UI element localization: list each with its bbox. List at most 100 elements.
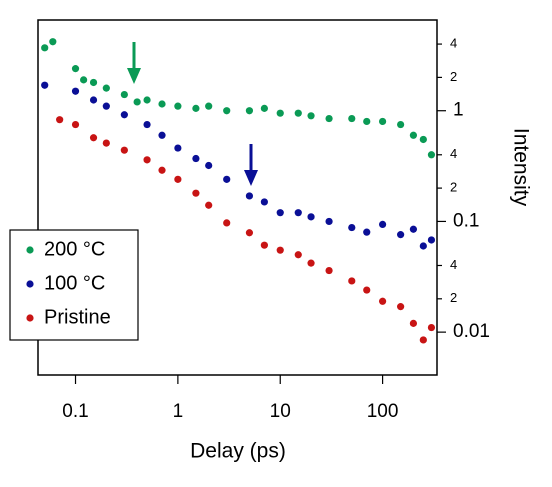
data-point [363,286,371,294]
data-point [260,241,268,249]
legend-marker [26,314,34,322]
data-point [174,102,182,110]
legend-label: Pristine [44,306,111,328]
y-tick-label: 1 [453,100,464,121]
data-point [205,161,213,170]
legend-label: 100 °C [44,272,105,294]
data-point [174,144,182,152]
data-point [427,323,436,332]
data-point [397,303,405,311]
data-point [174,175,182,183]
x-tick-label: 100 [367,401,399,422]
data-point [56,116,64,124]
data-point [419,135,427,144]
data-point [419,336,427,344]
data-point [325,266,333,275]
data-point [427,151,436,159]
data-point [80,76,88,84]
data-point [158,166,166,174]
data-point [363,228,371,236]
data-point [378,117,387,126]
data-point [325,217,333,226]
data-point [120,146,128,154]
data-point [71,87,80,95]
data-point [120,111,128,119]
data-point [409,131,418,139]
data-point [89,96,98,104]
x-tick-label: 1 [173,401,184,422]
data-point [378,297,387,305]
data-point [245,229,254,237]
data-point [307,259,315,267]
data-point [409,225,418,233]
data-point [102,84,110,92]
y-tick-label: 2 [450,69,457,84]
data-point [71,65,80,73]
data-point [378,220,387,229]
x-tick-label: 10 [270,401,291,422]
legend-marker [26,280,34,288]
data-point [325,114,333,123]
data-point [205,201,213,209]
data-point [397,120,405,129]
data-point [245,192,254,200]
data-point [397,231,405,239]
data-point [143,156,151,164]
data-point [71,120,80,129]
data-point [276,209,284,217]
data-point [41,81,49,89]
x-tick-label: 0.1 [62,401,88,422]
data-point [133,98,141,106]
data-point [223,175,231,183]
data-point [143,96,151,104]
data-point [89,78,98,87]
y-tick-label: 2 [450,180,457,195]
data-point [409,319,418,327]
data-point [102,102,110,110]
data-point [205,102,213,110]
data-point [260,104,268,112]
data-point [348,223,356,232]
data-point [223,107,231,115]
data-point [89,134,98,142]
data-point [41,44,49,52]
data-point [223,219,231,227]
y-tick-label: 4 [450,146,457,161]
data-point [260,198,268,206]
data-point [348,277,356,285]
y-tick-label: 4 [450,257,457,272]
data-point [294,251,302,259]
arrow [127,42,141,84]
y-tick-label: 0.1 [453,210,479,231]
data-point [192,189,200,197]
data-point [294,209,302,217]
data-point [307,112,315,120]
data-point [245,107,254,115]
data-point [307,213,315,221]
data-point [192,154,200,163]
data-point [158,100,166,108]
data-point [363,117,371,126]
arrow [244,144,258,186]
plot-frame [37,19,438,376]
data-point [102,139,110,147]
legend-label: 200 °C [44,238,105,260]
data-point [192,104,200,112]
data-point [427,236,436,244]
data-point [158,131,166,139]
data-point [419,242,427,250]
data-point [276,109,284,117]
legend-marker [26,246,34,254]
y-axis-label: Intensity [509,128,532,207]
data-point [276,246,284,254]
data-point [348,114,356,123]
y-tick-label: 4 [450,36,457,51]
data-point [294,109,302,117]
y-tick-label: 0.01 [453,321,490,342]
data-point [49,38,57,46]
x-axis-label: Delay (ps) [190,440,286,463]
y-tick-label: 2 [450,290,457,305]
data-point [120,90,128,99]
data-point [143,120,151,129]
